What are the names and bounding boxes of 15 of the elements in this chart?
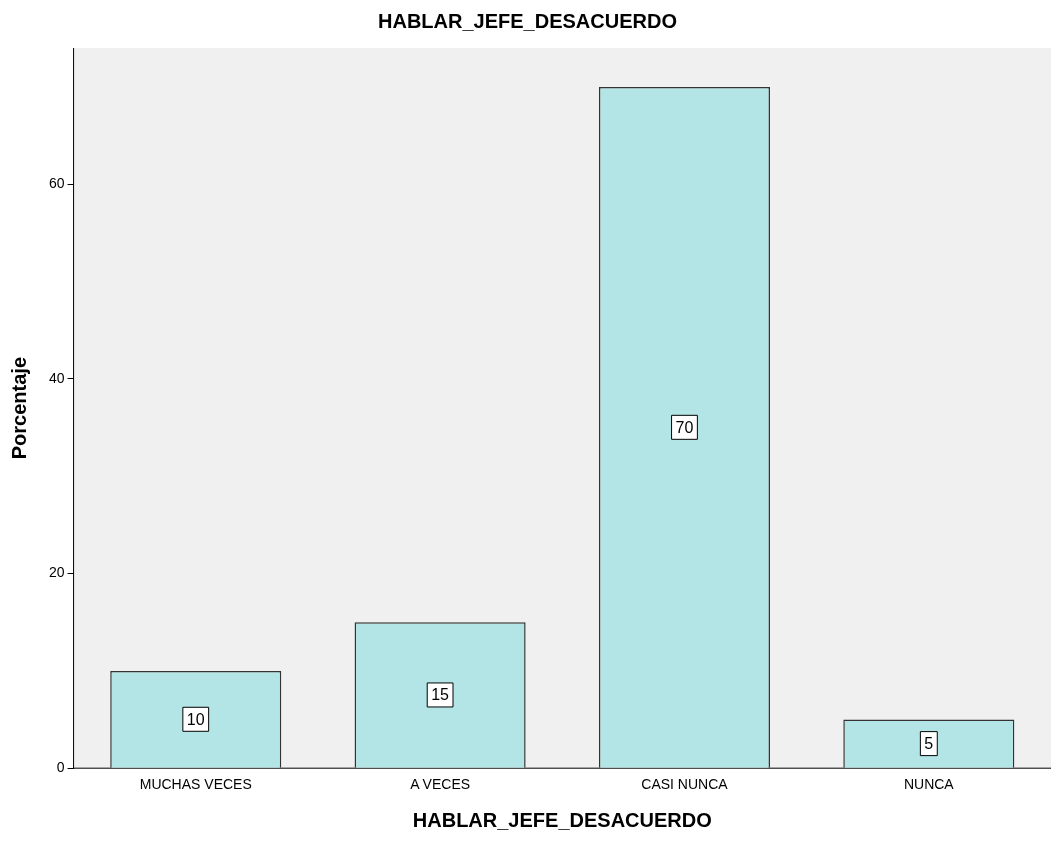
y-tick-label: 60 — [48, 175, 65, 192]
data-label: 15 — [431, 686, 450, 704]
y-tick-label: 20 — [48, 564, 65, 581]
y-tick-label: 0 — [56, 759, 65, 776]
data-label: 70 — [675, 418, 694, 436]
x-tick-label: MUCHAS VECES — [139, 776, 252, 793]
x-tick-label: A VECES — [410, 776, 471, 793]
chart-title: HABLAR_JEFE_DESACUERDO — [378, 9, 677, 32]
y-axis-title: Porcentaje — [7, 356, 30, 460]
data-label: 10 — [186, 710, 205, 728]
data-label: 5 — [924, 735, 934, 753]
y-tick-label: 40 — [48, 369, 65, 386]
x-tick-label: CASI NUNCA — [641, 776, 729, 793]
x-tick-label: NUNCA — [903, 776, 955, 793]
x-axis-title: HABLAR_JEFE_DESACUERDO — [412, 808, 712, 831]
